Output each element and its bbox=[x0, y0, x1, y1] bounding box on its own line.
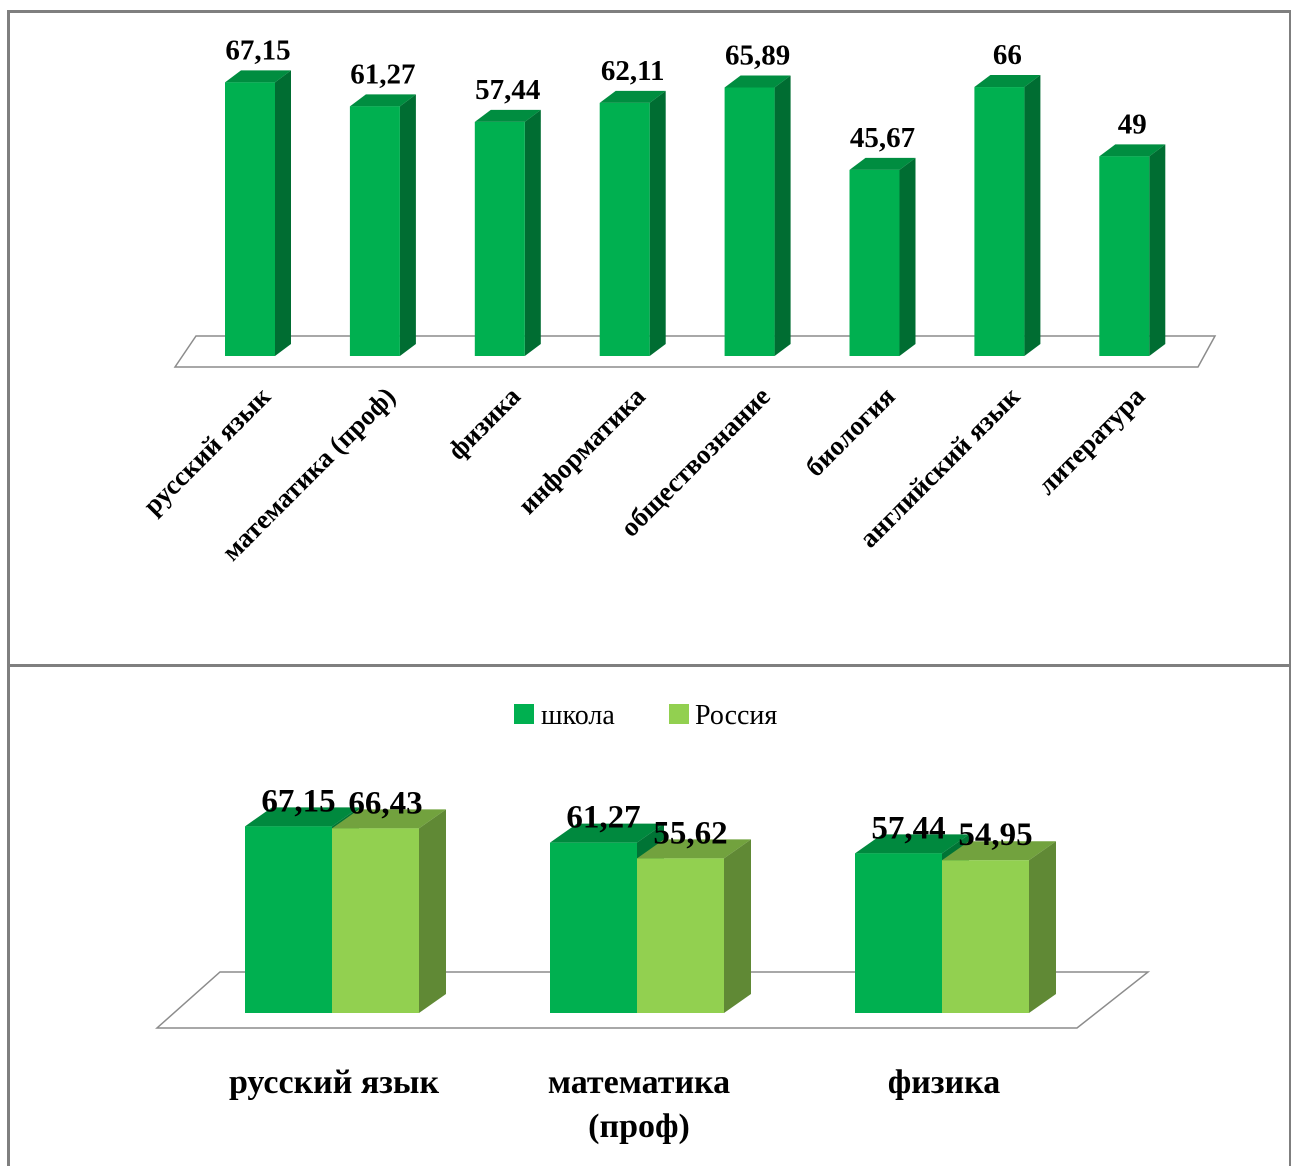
data-label: 57,44 bbox=[475, 74, 540, 106]
data-label: 57,44 bbox=[871, 810, 945, 846]
bar-top bbox=[474, 109, 541, 122]
bar-top bbox=[637, 839, 751, 859]
data-label: 62,11 bbox=[601, 55, 665, 87]
category-label: русский язык bbox=[229, 1064, 439, 1101]
bar-front bbox=[225, 82, 275, 357]
legend: школа Россия bbox=[514, 700, 777, 731]
bar-side bbox=[1149, 144, 1166, 356]
data-label: 55,62 bbox=[653, 815, 727, 851]
bar-top bbox=[974, 75, 1041, 88]
bar bbox=[724, 75, 791, 356]
bar-front bbox=[942, 860, 1029, 1013]
bar-front bbox=[974, 87, 1025, 357]
bar-front bbox=[855, 853, 942, 1013]
bar-side bbox=[899, 157, 916, 356]
bar-top bbox=[942, 841, 1056, 861]
bar-top bbox=[550, 823, 664, 843]
data-label: 66,43 bbox=[348, 785, 422, 821]
bar-side bbox=[399, 94, 416, 356]
bar-top bbox=[855, 834, 969, 854]
data-label: 61,27 bbox=[350, 58, 415, 90]
bar-front bbox=[349, 106, 400, 356]
bar-side bbox=[774, 75, 791, 356]
bar bbox=[349, 94, 416, 356]
legend-label-school: школа bbox=[541, 700, 615, 731]
bar-front bbox=[1099, 156, 1150, 356]
data-label: 49 bbox=[1118, 108, 1147, 140]
data-label: 65,89 bbox=[725, 39, 790, 71]
bar bbox=[1099, 144, 1166, 356]
bar-top bbox=[724, 75, 791, 88]
bar bbox=[974, 75, 1041, 357]
bar-top bbox=[849, 157, 916, 170]
data-label: 54,95 bbox=[958, 817, 1032, 853]
bar-front bbox=[474, 121, 525, 356]
bar-front bbox=[599, 102, 650, 356]
bar bbox=[637, 839, 751, 1013]
bar-front bbox=[637, 858, 724, 1013]
bar-top bbox=[332, 809, 446, 829]
bar-front bbox=[332, 828, 419, 1013]
bar-top bbox=[599, 90, 666, 103]
data-label: 67,15 bbox=[261, 783, 335, 819]
legend-swatch-school bbox=[514, 704, 534, 724]
data-label: 61,27 bbox=[566, 800, 640, 836]
bar-side bbox=[649, 90, 666, 357]
bar-top bbox=[225, 70, 291, 83]
bar bbox=[849, 157, 916, 356]
legend-swatch-russia bbox=[669, 704, 689, 724]
data-label: 67,15 bbox=[225, 34, 290, 66]
bar-side bbox=[1029, 841, 1056, 1013]
bar-top bbox=[1099, 144, 1166, 157]
bar-side bbox=[524, 109, 541, 356]
bar bbox=[474, 109, 541, 356]
category-label: математика bbox=[548, 1064, 730, 1101]
bar-front bbox=[724, 87, 775, 356]
bar-front bbox=[245, 826, 332, 1013]
bar-front bbox=[849, 169, 900, 356]
legend-label-russia: Россия bbox=[695, 700, 777, 731]
bar bbox=[225, 70, 291, 357]
bar-side bbox=[419, 809, 446, 1013]
bar bbox=[599, 90, 666, 357]
bar-side bbox=[724, 839, 751, 1013]
data-label: 66 bbox=[993, 39, 1022, 71]
bar-top bbox=[245, 807, 359, 827]
bar bbox=[332, 809, 446, 1013]
bar-side bbox=[1024, 75, 1041, 357]
data-label: 45,67 bbox=[850, 122, 915, 154]
bar-top bbox=[349, 94, 416, 107]
chart-floor bbox=[173, 335, 1217, 368]
bar bbox=[942, 841, 1056, 1013]
bar-front bbox=[550, 842, 637, 1013]
category-label: физика bbox=[888, 1064, 1000, 1101]
category-label: (проф) bbox=[588, 1108, 690, 1145]
bar-side bbox=[275, 70, 291, 357]
